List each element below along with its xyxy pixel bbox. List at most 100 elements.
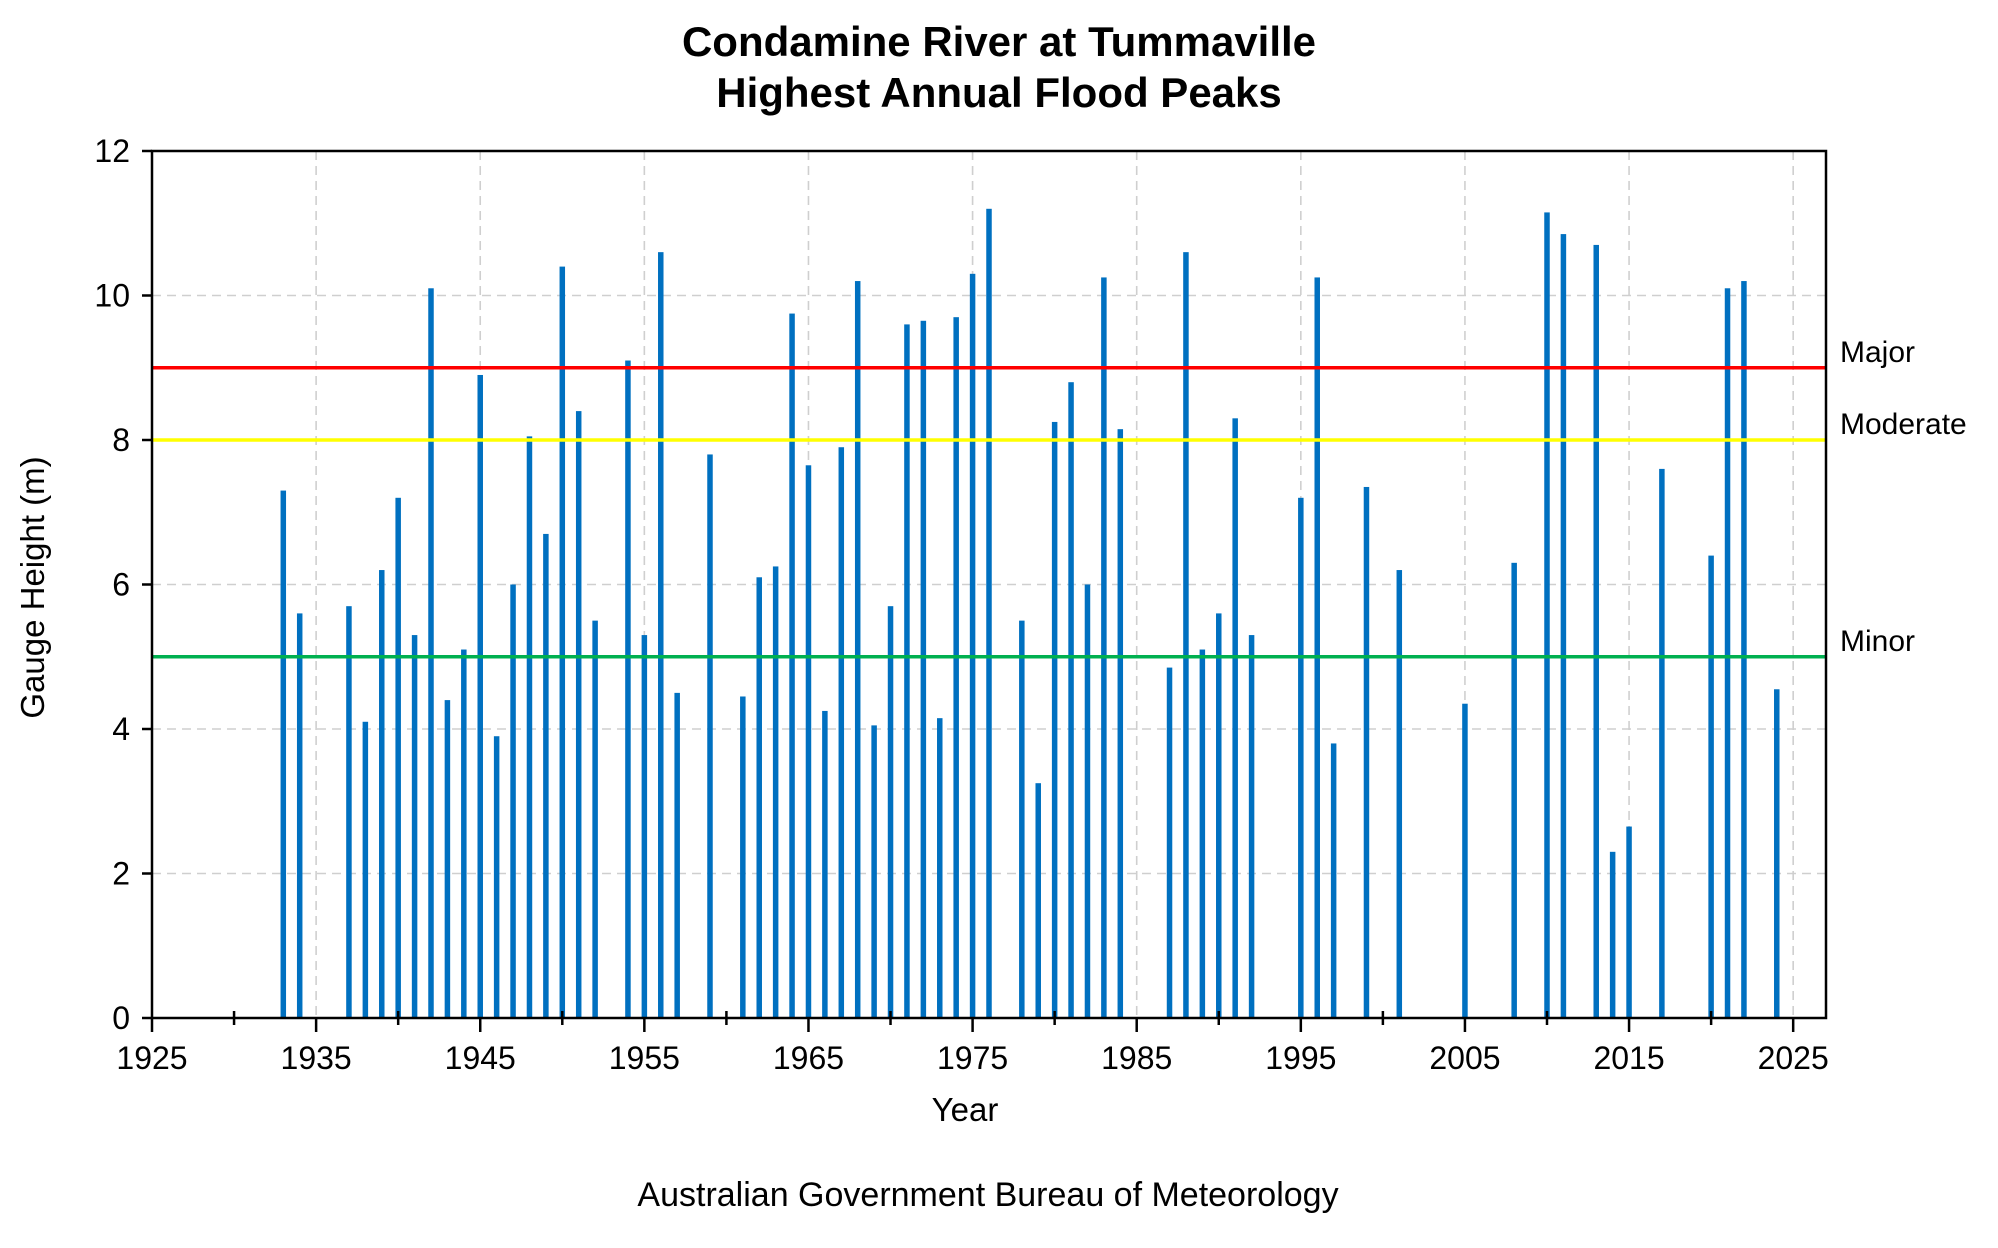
x-tick-label: 1955 [609, 1040, 680, 1076]
threshold-label-minor: Minor [1840, 625, 1915, 658]
bar-2001: 2001: 6.2 [1396, 570, 1403, 1018]
bar-1946: 1946: 3.9 [493, 736, 500, 1018]
x-tick-label: 1995 [1265, 1040, 1336, 1076]
bar-1942: 1942: 10.1 [428, 288, 434, 1018]
bar-1968: 1968: 10.2 [854, 281, 861, 1018]
bar-1969: 1969: 4.05 [871, 725, 877, 1018]
bar-1990: 1990: 5.6 [1216, 613, 1222, 1018]
x-tick-label: 2025 [1758, 1040, 1829, 1076]
bar-1940: 1940: 7.2 [395, 497, 401, 1018]
bar-2022: 2022: 10.2 [1741, 281, 1747, 1018]
bar-1943: 1943: 4.4 [444, 700, 451, 1018]
bar-1945: 1945: 8.9 [477, 374, 483, 1019]
y-tick-label: 4 [112, 711, 130, 747]
source-credit: Australian Government Bureau of Meteorol… [637, 1176, 1338, 1214]
bar-1989: 1989: 5.1 [1199, 649, 1206, 1018]
bar-1974: 1974: 9.7 [953, 317, 959, 1018]
bar-2014: 2014: 2.3 [1609, 851, 1616, 1018]
y-axis-label: Gauge Height (m) [14, 456, 51, 718]
bar-1955: 1955: 5.3 [641, 635, 648, 1018]
threshold-label-major: Major [1840, 336, 1915, 369]
bar-2005: 2005: 4.35 [1462, 703, 1468, 1018]
bar-1996: 1996: 10.25 [1314, 277, 1320, 1018]
y-tick-label: 10 [94, 278, 130, 314]
bar-1964: 1964: 9.75 [789, 313, 795, 1018]
x-axis-label: Year [932, 1091, 999, 1128]
bar-1939: 1939: 6.2 [379, 570, 385, 1018]
x-tick-label: 2005 [1429, 1040, 1500, 1076]
x-tick-label: 1945 [445, 1040, 516, 1076]
bar-2017: 2017: 7.6 [1659, 468, 1665, 1018]
bar-1980: 1980: 8.25 [1051, 421, 1058, 1018]
bar-2011: 2011: 10.85 [1560, 234, 1567, 1018]
chart-title-line-1: Condamine River at Tummaville [682, 18, 1316, 65]
bar-1965: 1965: 7.65 [805, 465, 812, 1019]
bar-1979: 1979: 3.25 [1035, 783, 1041, 1018]
bar-1970: 1970: 5.7 [887, 606, 894, 1018]
bar-1971: 1971: 9.6 [904, 324, 910, 1018]
bar-1975: 1975: 10.3 [969, 273, 976, 1018]
bar-1978: 1978: 5.5 [1019, 620, 1025, 1018]
bar-1951: 1951: 8.4 [575, 411, 582, 1019]
threshold-lines: Major Moderate Minor [152, 336, 1967, 659]
bar-1987: 1987: 4.85 [1166, 667, 1173, 1018]
bar-1983: 1983: 10.25 [1101, 277, 1107, 1018]
x-tick-label: 1975 [937, 1040, 1008, 1076]
y-tick-label: 8 [112, 422, 130, 458]
bar-1938: 1938: 4.1 [362, 721, 369, 1018]
bar-1963: 1963: 6.25 [772, 566, 779, 1018]
bar-2024: 2024: 4.55 [1774, 689, 1780, 1018]
bar-1999: 1999: 7.35 [1363, 486, 1370, 1018]
axis-ticks: 0 2 4 6 8 10 12 1925 1935 1945 1955 1965 1975 1985 199… [94, 133, 1828, 1076]
bar-1982: 1982: 6 [1084, 584, 1091, 1018]
y-tick-label: 2 [112, 856, 130, 892]
x-tick-label: 1925 [116, 1040, 187, 1076]
bar-1952: 1952: 5.5 [592, 620, 598, 1018]
threshold-label-moderate: Moderate [1840, 408, 1967, 441]
bar-1957: 1957: 4.5 [674, 692, 680, 1018]
bar-1992: 1992: 5.3 [1248, 635, 1255, 1018]
bar-2008: 2008: 6.3 [1511, 562, 1517, 1018]
x-tick-label: 1965 [773, 1040, 844, 1076]
bar-1934: 1934: 5.6 [296, 613, 303, 1018]
bar-1956: 1956: 10.6 [658, 252, 664, 1018]
bar-1950: 1950: 10.4 [559, 266, 566, 1019]
y-tick-label: 6 [112, 567, 130, 603]
chart-title-line-2: Highest Annual Flood Peaks [716, 69, 1282, 116]
bars: 1933: 7.3 1934: 5.6 1937: 5.7 1938: 4.1 1939… [280, 208, 1780, 1019]
bar-2010: 2010: 11.15 [1544, 212, 1550, 1019]
x-tick-label: 1985 [1101, 1040, 1172, 1076]
bar-1995: 1995: 7.2 [1298, 497, 1304, 1018]
y-tick-label: 12 [94, 133, 130, 169]
bar-1997: 1997: 3.8 [1330, 743, 1337, 1018]
bar-1962: 1962: 6.1 [756, 577, 762, 1018]
bar-1941: 1941: 5.3 [411, 635, 418, 1018]
bar-1937: 1937: 5.7 [346, 606, 352, 1018]
bar-1984: 1984: 8.15 [1117, 429, 1124, 1019]
bar-1959: 1959: 7.8 [707, 454, 713, 1018]
bar-1973: 1973: 4.15 [937, 718, 943, 1018]
bar-1954: 1954: 9.1 [625, 360, 631, 1018]
bar-1981: 1981: 8.8 [1068, 382, 1074, 1018]
bar-2015: 2015: 2.65 [1626, 826, 1632, 1018]
bar-1976: 1976: 11.2 [986, 208, 992, 1019]
bar-2021: 2021: 10.1 [1724, 288, 1731, 1018]
x-tick-label: 2015 [1593, 1040, 1664, 1076]
bar-1949: 1949: 6.7 [543, 533, 549, 1018]
bar-1988: 1988: 10.6 [1183, 252, 1189, 1018]
bar-2013: 2013: 10.7 [1593, 244, 1599, 1019]
bar-1944: 1944: 5.1 [461, 649, 467, 1018]
bar-1948: 1948: 8.05 [526, 436, 533, 1018]
bar-1967: 1967: 7.9 [838, 447, 845, 1019]
bar-2020: 2020: 6.4 [1708, 555, 1714, 1018]
bar-1933: 1933: 7.3 [280, 490, 287, 1018]
bar-1947: 1947: 6 [510, 584, 516, 1018]
bar-1966: 1966: 4.25 [822, 710, 828, 1018]
bar-1972: 1972: 9.65 [920, 320, 927, 1019]
bar-1961: 1961: 4.45 [740, 696, 746, 1018]
bar-1991: 1991: 8.3 [1232, 418, 1238, 1018]
x-tick-label: 1935 [281, 1040, 352, 1076]
y-tick-label: 0 [112, 1000, 130, 1036]
